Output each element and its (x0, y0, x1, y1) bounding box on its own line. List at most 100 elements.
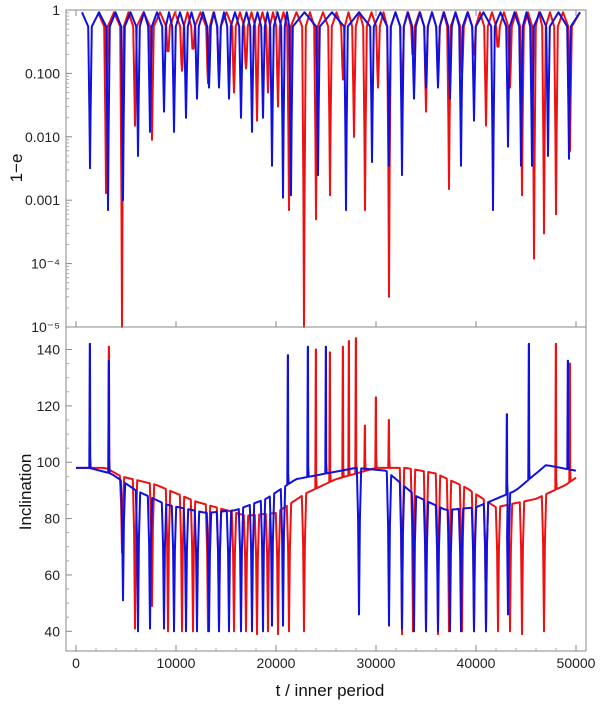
bottom-minimum-point-blue (163, 627, 165, 630)
bottom-minimum-point-blue (460, 630, 462, 633)
top-minimum-point-red (134, 124, 136, 127)
bottom-minimum-point-blue (240, 630, 242, 633)
bottom-spike-point-red (555, 343, 557, 345)
top-y-axis: 1 0.100 0.010 0.001 10⁻⁴ 10⁻⁵ (25, 2, 72, 335)
bottom-y-axis: 40 60 80 100 120 140 (37, 342, 72, 639)
top-minimum-point-blue (208, 86, 210, 89)
top-minimum-point-blue (520, 164, 522, 167)
top-minimum-point-blue (196, 97, 198, 100)
bottom-minimum-point-red (521, 633, 523, 635)
top-minimum-point-blue (89, 167, 91, 170)
top-y-tick-label: 10⁻⁵ (31, 319, 60, 335)
bottom-y-tick-label: 40 (44, 623, 60, 639)
bottom-minimum-point-blue (137, 630, 139, 633)
top-minimum-point-blue (137, 154, 139, 157)
bottom-minimum-point-blue (425, 630, 427, 633)
top-y-axis-title: 1−e (7, 154, 26, 183)
bottom-y-tick-label: 60 (44, 567, 60, 583)
bottom-y-axis-title: Inclination (16, 454, 35, 531)
top-line-red (97, 11, 581, 328)
top-minimum-point-blue (492, 209, 494, 211)
bottom-series-blue (76, 342, 577, 633)
top-minimum-point-blue (460, 164, 462, 167)
top-minimum-point-blue (413, 97, 415, 100)
top-minimum-point-red (497, 38, 499, 40)
top-minimum-point-blue (401, 174, 403, 176)
bottom-minimum-point-blue (413, 630, 415, 633)
top-minimum-point-red (277, 105, 279, 108)
top-minimum-point-blue (473, 119, 475, 122)
bottom-spike-point-red (342, 345, 344, 348)
bottom-minimum-point-blue (485, 630, 487, 633)
bottom-minimum-point-blue (271, 624, 273, 627)
top-minimum-point-red (167, 47, 169, 50)
top-minimum-point-blue (163, 110, 165, 113)
top-minimum-point-red (353, 135, 355, 138)
bottom-panel: 40 60 80 100 120 140 0 10000 20000 30000 40000 500… (16, 10, 596, 700)
bottom-minimum-point-blue (218, 630, 220, 633)
bottom-spike-point-blue (528, 343, 530, 345)
top-minimum-point-blue (271, 164, 273, 167)
top-y-tick-label: 0.001 (25, 192, 60, 208)
bottom-minimum-point-red (245, 630, 247, 633)
bottom-spike-point-red (569, 362, 571, 365)
bottom-minimum-point-blue (228, 630, 230, 633)
top-minimum-point-blue (290, 194, 292, 197)
top-minimum-point-red (256, 119, 258, 122)
bottom-spike-point-red (355, 337, 357, 340)
top-minimum-point-blue (449, 97, 451, 100)
top-minimum-point-blue (568, 157, 570, 160)
bottom-minimum-point-blue (437, 630, 439, 633)
top-minimum-point-blue (317, 174, 319, 176)
top-minimum-point-blue (122, 199, 124, 202)
bottom-y-tick-label: 100 (37, 454, 61, 470)
top-minimum-point-red (425, 110, 427, 113)
top-minimum-point-blue (425, 86, 427, 89)
bottom-minimum-point-red (303, 630, 305, 633)
bottom-minimum-point-red (233, 630, 235, 633)
top-minimum-point-red (521, 194, 523, 197)
bottom-minimum-point-red (256, 633, 258, 635)
bottom-plot-frame (65, 326, 587, 652)
top-y-tick-label: 0.100 (25, 65, 60, 81)
top-panel: 1 0.100 0.010 0.001 10⁻⁴ 10⁻⁵ 1−e (7, 2, 587, 335)
top-minimum-point-red (555, 213, 557, 216)
bottom-spike-point-blue (307, 345, 309, 348)
x-tick-label: 10000 (157, 655, 196, 671)
x-axis-title: t / inner period (276, 681, 385, 700)
top-minimum-point-red (267, 91, 269, 94)
bottom-minimum-point-blue (251, 630, 253, 633)
bottom-spike-point-blue (506, 413, 508, 416)
bottom-spike-point-red (329, 351, 331, 354)
top-series-blue (81, 11, 581, 211)
bottom-spike-point-blue (108, 359, 110, 362)
top-minimum-point-red (245, 67, 247, 70)
bottom-minimum-point-red (167, 630, 169, 633)
top-y-tick-label: 10⁻⁴ (31, 256, 60, 272)
bottom-spike-point-red (315, 348, 317, 351)
top-minimum-point-red (543, 232, 545, 235)
bottom-spike-point-red (108, 345, 110, 348)
bottom-minimum-point-blue (401, 627, 403, 630)
bottom-line-red (76, 337, 577, 636)
top-minimum-point-blue (371, 161, 373, 163)
bottom-minimum-point-red (288, 630, 290, 633)
top-series-red (97, 11, 581, 328)
bottom-minimum-point-blue (358, 613, 360, 616)
bottom-minimum-point-red (134, 627, 136, 630)
bottom-minimum-point-blue (449, 630, 451, 633)
top-minimum-point-blue (437, 86, 439, 89)
top-minimum-point-blue (240, 116, 242, 119)
top-minimum-point-blue (173, 130, 175, 133)
bottom-minimum-point-blue (507, 613, 509, 616)
bottom-minimum-point-red (151, 605, 153, 607)
top-minimum-point-red (388, 295, 390, 298)
bottom-y-tick-label: 140 (37, 342, 61, 358)
bottom-y-tick-label: 120 (37, 398, 61, 414)
bottom-minimum-point-blue (173, 630, 175, 633)
top-minimum-point-blue (228, 97, 230, 100)
top-minimum-point-red (315, 218, 317, 221)
top-minimum-point-red (151, 138, 153, 141)
bottom-series-red (76, 337, 577, 636)
